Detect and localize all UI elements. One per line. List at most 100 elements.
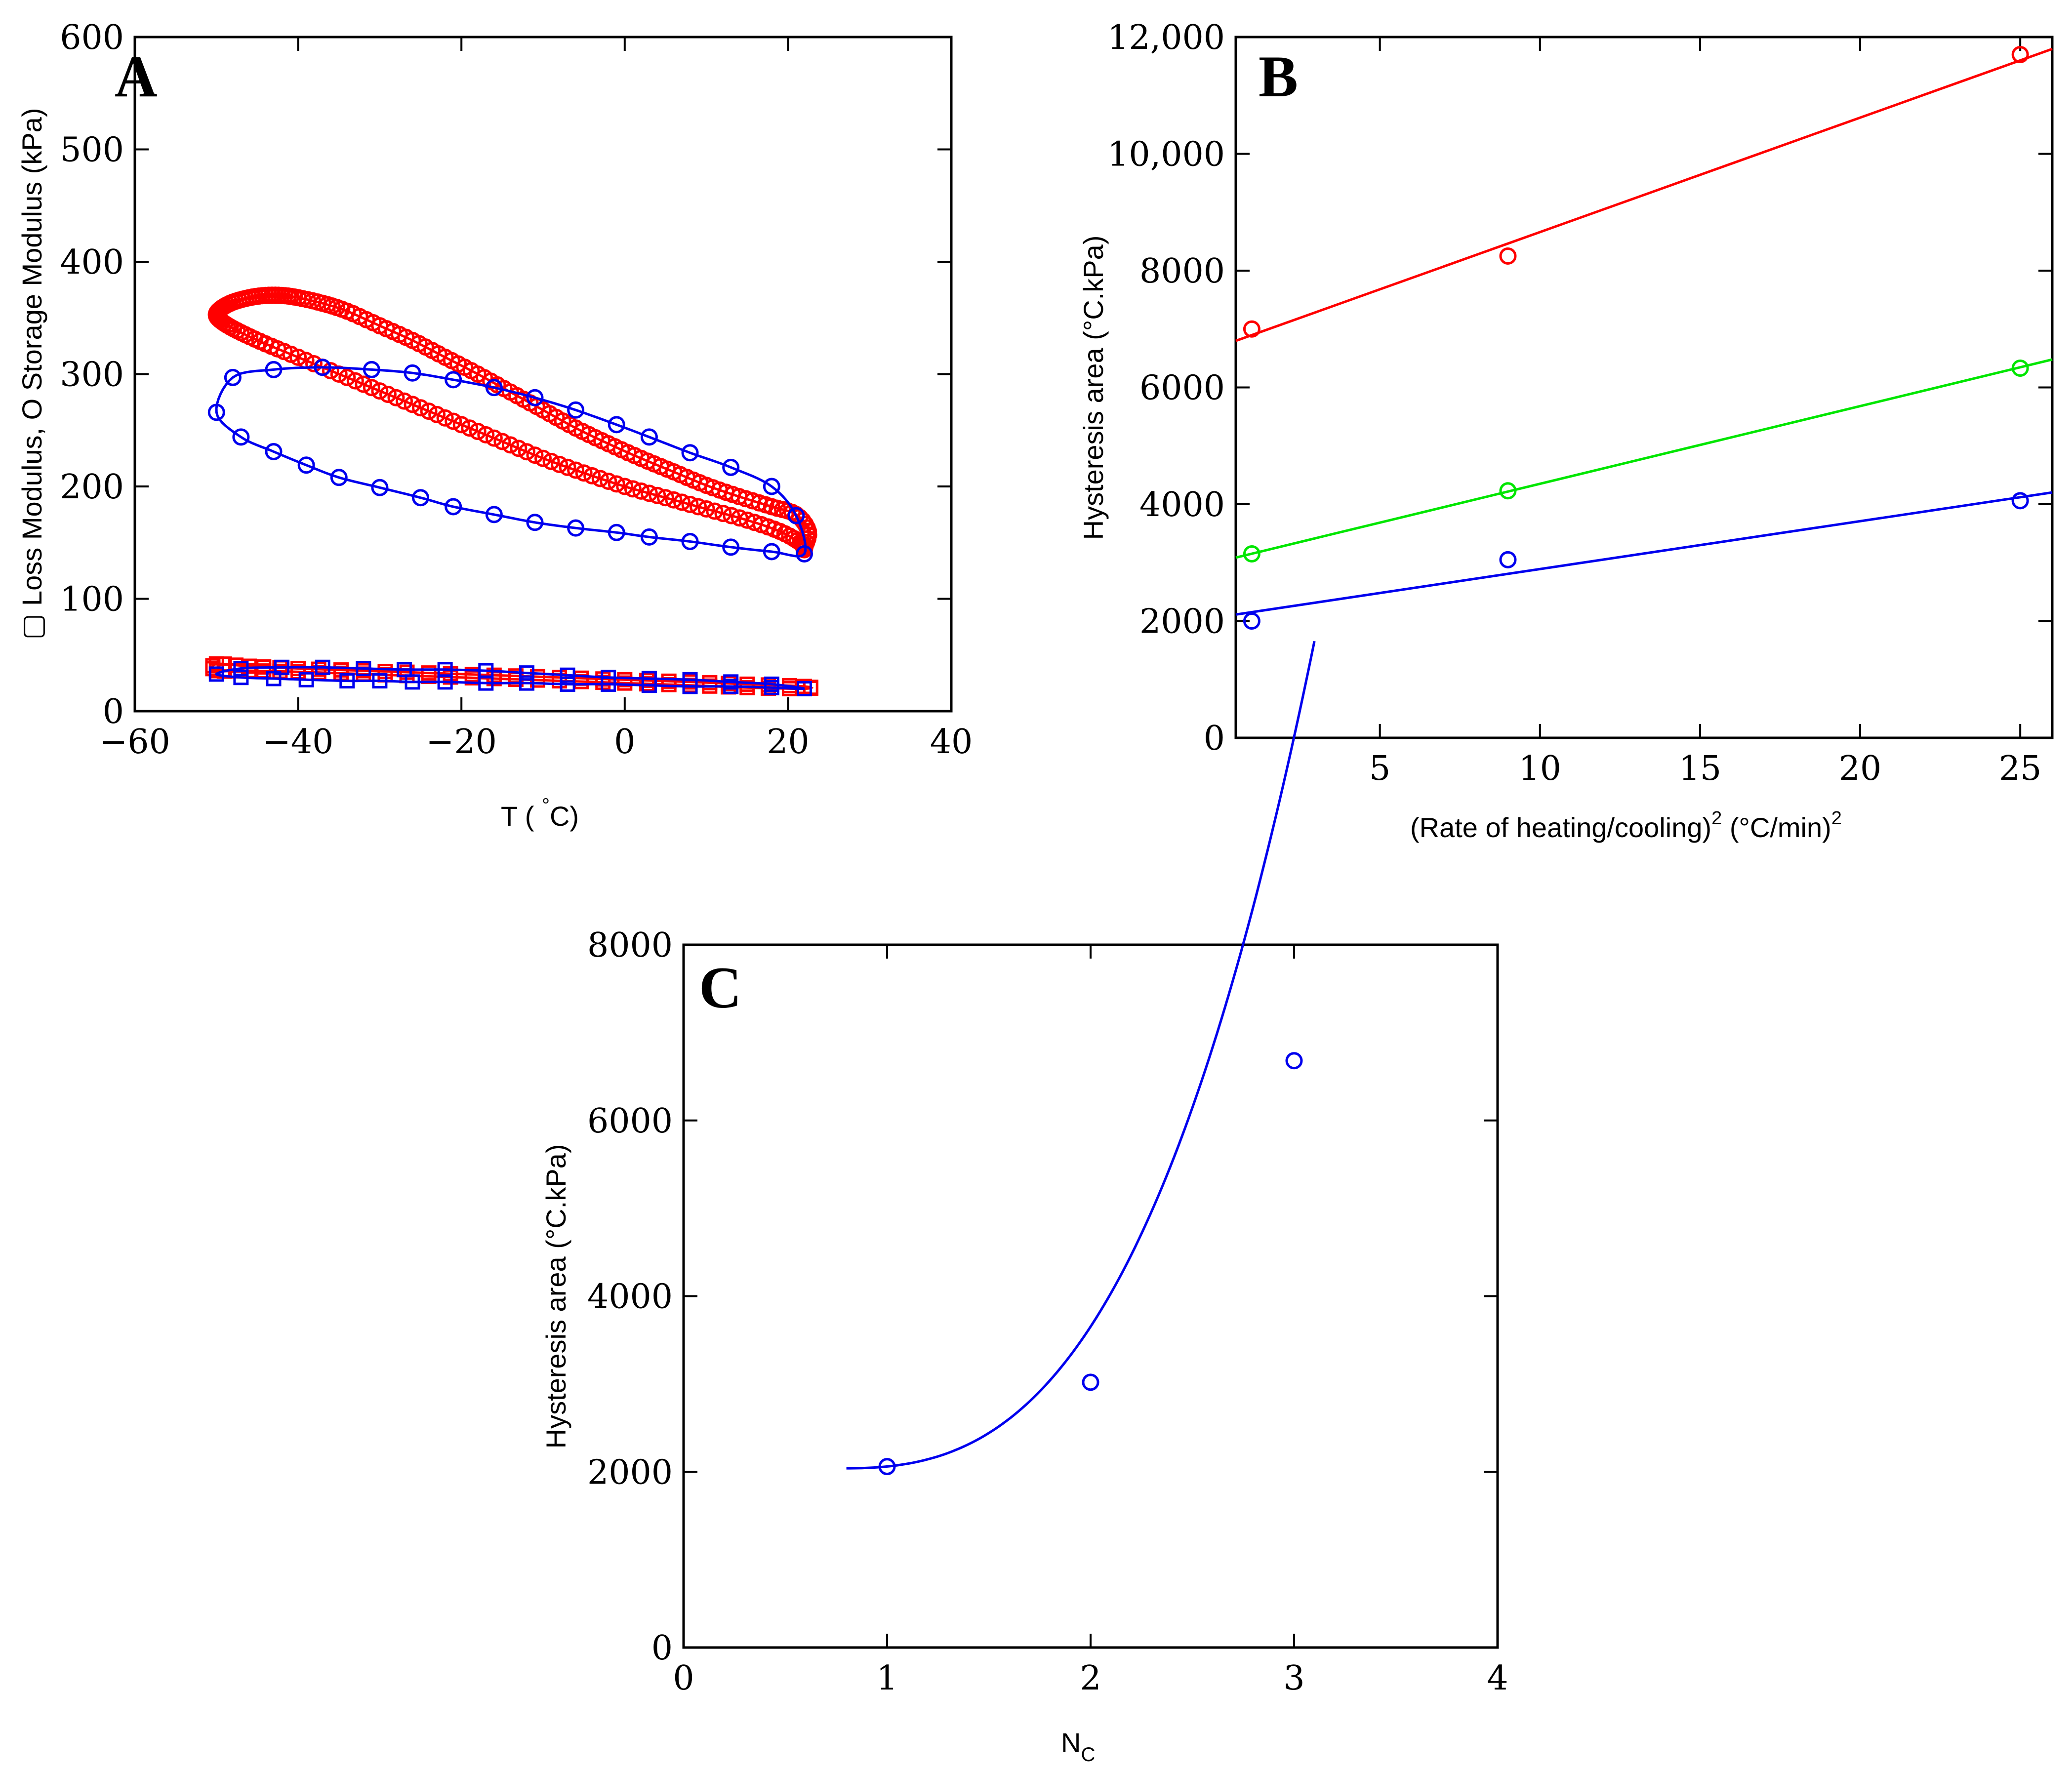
panel-a-data-point: [787, 507, 805, 524]
panel-b-y-tick-label: 4000: [1139, 485, 1225, 524]
panel-a-x-label-degree: °: [542, 795, 550, 816]
panel-a-data-point: [232, 428, 250, 446]
panel-a-data-point: [305, 355, 323, 373]
panel-b-y-tick-label: 6000: [1139, 369, 1225, 408]
panel-a-data-point: [624, 480, 642, 498]
panel-a-data-point: [233, 670, 249, 685]
panel-a-data-point: [519, 675, 534, 691]
panel-a-data-point: [298, 672, 314, 687]
panel-b-x-label-part2: (°C/min): [1722, 812, 1831, 843]
panel-c-series: [846, 641, 1316, 1476]
panel-a-data-point: [346, 372, 364, 390]
panel-a-data-point: [461, 419, 479, 437]
panel-a-data-point: [485, 379, 503, 397]
panel-a-y-tick-label: 200: [60, 468, 124, 507]
panel-a-data-point: [518, 443, 535, 461]
panel-a-data-point: [795, 545, 813, 563]
panel-a-data-point: [673, 493, 691, 511]
panel-a-data-point: [722, 538, 740, 556]
panel-a-data-point: [363, 379, 380, 397]
panel-a-data-point: [575, 464, 593, 482]
panel-a-data-point: [404, 364, 421, 382]
panel-c-y-tick-label: 2000: [587, 1453, 673, 1492]
panel-b-data-point: [2011, 359, 2029, 377]
panel-a-data-point: [559, 458, 576, 476]
panel-a-x-tick-label: 0: [614, 723, 635, 762]
panel-a-data-point: [338, 368, 356, 386]
panel-b-plot-frame: [1234, 36, 2054, 739]
panel-c-axes: 0 1 2 3 4 0 2000 4000 6000 8000: [587, 926, 1508, 1698]
panel-a-data-point: [763, 478, 780, 495]
panel-a-data-point: [763, 543, 780, 561]
panel-a-data-point: [265, 361, 283, 378]
panel-b-series: [1235, 45, 2053, 630]
panel-b-data-point: [2011, 45, 2029, 63]
panel-a-data-point: [608, 523, 625, 541]
panel-a-data-point: [412, 489, 430, 507]
panel-b-y-axis-label: Hysteresis area (°C.kPa): [1078, 236, 1109, 540]
panel-a-y-tick-label: 0: [103, 692, 124, 731]
panel-a-data-point: [469, 423, 487, 441]
panel-a-x-label-end: C): [550, 801, 579, 832]
panel-c-y-tick-label: 4000: [587, 1278, 673, 1317]
panel-a-data-point: [510, 440, 528, 457]
panel-a-data-point: [478, 663, 494, 679]
panel-a-letter: A: [115, 43, 158, 109]
panel-a-data-point: [640, 528, 658, 546]
panel-a-data-point: [266, 671, 282, 686]
panel-a-data-point: [714, 505, 732, 523]
panel-a-series-line: [215, 366, 807, 558]
panel-a-data-point: [682, 672, 698, 687]
panel-a-data-point: [356, 661, 371, 677]
panel-c-data-point: [878, 1458, 896, 1476]
panel-a-data-point: [355, 375, 372, 393]
panel-a-x-tick-label: −40: [263, 723, 334, 762]
panel-a-y-tick-label: 100: [60, 580, 124, 619]
panel-a-data-point: [649, 486, 666, 504]
panel-a-y-tick-label: 500: [60, 131, 124, 170]
panel-a-data-point: [526, 446, 544, 464]
panel-a-x-tick-label: −20: [426, 723, 497, 762]
panel-a-data-point: [330, 469, 348, 486]
panel-a-data-point: [405, 674, 420, 690]
panel-c-y-tick-label: 8000: [587, 926, 673, 965]
panel-a-y-tick-label: 600: [60, 18, 124, 57]
panel-b-letter: B: [1259, 43, 1298, 109]
panel-c-fit-curve: [846, 641, 1316, 1470]
panel-a-series-line: [215, 294, 810, 553]
panel-a-y-tick-label: 300: [60, 356, 124, 395]
panel-a-data-point: [764, 676, 779, 692]
panel-a-data-point: [681, 532, 699, 550]
panel-a-data-point: [224, 368, 242, 386]
panel-a-data-point: [437, 662, 453, 678]
panel-a-data-point: [690, 498, 707, 516]
panel-a-data-point: [745, 514, 763, 531]
panel-a-data-point: [600, 473, 617, 490]
panel-a-data-point: [560, 676, 575, 692]
panel-a-data-point: [208, 666, 224, 682]
panel-a-data-point: [706, 502, 724, 520]
panel-c-x-tick-label: 1: [876, 1659, 897, 1698]
panel-a-data-point: [641, 671, 657, 686]
panel-a-data-point: [542, 452, 560, 470]
panel-c-x-tick-label: 4: [1487, 1659, 1508, 1698]
panel-a-series: [205, 286, 818, 696]
panel-a-x-axis-label: T ( °C): [501, 795, 579, 832]
panel-a-data-point: [207, 403, 225, 421]
panel-a-data-point: [722, 458, 740, 476]
panel-a-data-point: [372, 673, 388, 689]
panel-b-data-point: [1243, 320, 1260, 338]
panel-a-data-point: [322, 362, 339, 380]
panel-b-y-tick-label: 12,000: [1107, 18, 1225, 57]
panel-b-y-tick-label: 2000: [1139, 603, 1225, 642]
panel-b-x-label-sup1: 2: [1711, 808, 1722, 829]
panel-c-x-tick-label: 2: [1080, 1659, 1101, 1698]
panel-a-data-point: [404, 396, 421, 413]
panel-a-data-point: [395, 392, 413, 410]
panel-a-data-point: [656, 489, 674, 507]
panel-a-data-point: [526, 514, 544, 531]
